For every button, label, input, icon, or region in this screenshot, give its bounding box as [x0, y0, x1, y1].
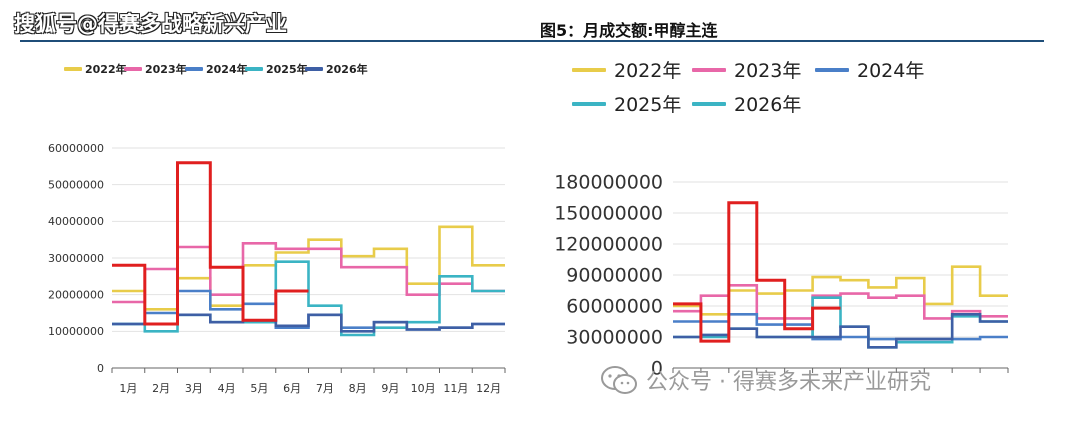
x-tick-label: 9月 — [381, 382, 399, 395]
chart-title: 图5：月成交额:甲醇主连 — [540, 21, 718, 40]
legend-label: 2025年 — [614, 94, 682, 116]
legend-swatch — [692, 67, 726, 72]
legend-item-2024: 2024年 — [185, 61, 248, 77]
legend-item-2025: 2025年 — [245, 61, 308, 77]
legend-label: 2026年 — [734, 94, 802, 116]
y-tick-label: 150000000 — [554, 203, 663, 225]
y-tick-label: 180000000 — [554, 172, 663, 194]
legend-item-2022: 2022年 — [64, 61, 127, 77]
legend-item-2024: 2024年 — [815, 56, 924, 83]
x-tick-label: 10月 — [411, 382, 436, 395]
legend-item-2022: 2022年 — [572, 56, 681, 83]
highlight-series-line — [112, 161, 309, 326]
legend-swatch — [572, 67, 606, 72]
legend-swatch — [185, 67, 203, 71]
legend-swatch — [305, 67, 323, 71]
legend-swatch — [815, 67, 849, 72]
legend-item-2026: 2026年 — [305, 61, 368, 77]
y-tick-label: 90000000 — [566, 265, 663, 287]
x-tick-label: 6月 — [283, 382, 301, 395]
legend-swatch — [692, 101, 726, 106]
legend-label: 2026年 — [326, 63, 368, 76]
legend-item-2023: 2023年 — [692, 56, 801, 83]
y-tick-label: 60000000 — [48, 142, 104, 155]
x-tick-label: 4月 — [218, 382, 236, 395]
legend-label: 2022年 — [614, 60, 682, 82]
legend-label: 2022年 — [85, 63, 127, 76]
legend-swatch — [572, 101, 606, 106]
y-tick-label: 30000000 — [566, 327, 663, 349]
legend-item-2026: 2026年 — [692, 90, 801, 117]
legend-swatch — [245, 67, 263, 71]
wechat-text: 公众号 · 得赛多未来产业研究 — [646, 370, 931, 395]
x-tick-label: 7月 — [316, 382, 334, 395]
y-tick-label: 40000000 — [48, 215, 104, 228]
wechat-watermark: 公众号 · 得赛多未来产业研究 — [600, 364, 931, 396]
legend-label: 2025年 — [266, 63, 308, 76]
y-tick-label: 60000000 — [566, 296, 663, 318]
y-tick-label: 120000000 — [554, 234, 663, 256]
x-tick-label: 2月 — [152, 382, 170, 395]
legend-label: 2023年 — [145, 63, 187, 76]
legend-label: 2023年 — [734, 60, 802, 82]
x-tick-label: 5月 — [250, 382, 268, 395]
y-tick-label: 0 — [651, 358, 663, 380]
series-line-2026年 — [112, 313, 505, 333]
y-tick-label: 30000000 — [48, 252, 104, 265]
y-tick-label: 0 — [97, 362, 104, 375]
x-tick-label: 12月 — [476, 382, 501, 395]
wechat-icon — [601, 366, 637, 394]
watermark-text: 搜狐号@得赛多战略新兴产业 — [14, 12, 287, 36]
y-tick-label: 50000000 — [48, 179, 104, 192]
legend-label: 2024年 — [206, 63, 248, 76]
legend-label: 2024年 — [857, 60, 925, 82]
y-tick-label: 20000000 — [48, 289, 104, 302]
legend-swatch — [124, 67, 142, 71]
y-tick-label: 10000000 — [48, 325, 104, 338]
x-tick-label: 1月 — [119, 382, 137, 395]
x-tick-label: 3月 — [185, 382, 203, 395]
legend-item-2025: 2025年 — [572, 90, 681, 117]
highlight-series-line — [673, 201, 841, 343]
x-tick-label: 8月 — [349, 382, 367, 395]
legend-swatch — [64, 67, 82, 71]
legend-item-2023: 2023年 — [124, 61, 187, 77]
header-rule — [20, 40, 1044, 42]
x-tick-label: 11月 — [443, 382, 468, 395]
